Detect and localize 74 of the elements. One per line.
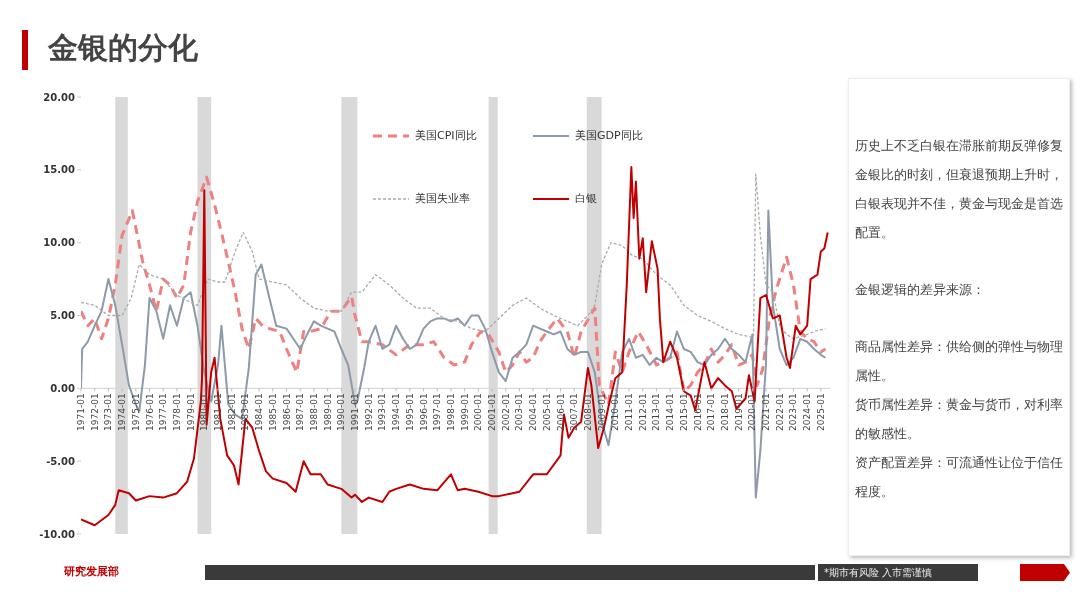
x-tick-label: 2022-01 — [774, 393, 785, 431]
x-tick-label: 1988-01 — [308, 393, 319, 431]
x-tick-label: 1999-01 — [459, 393, 470, 431]
x-tick-label: 2004-01 — [528, 393, 539, 431]
legend-label: 美国失业率 — [415, 191, 470, 206]
x-tick-label: 2006-01 — [555, 393, 566, 431]
text: 商品属性差异：供给侧的弹性与物理属性。 — [855, 338, 1063, 385]
x-tick-label: 1987-01 — [295, 393, 306, 431]
x-tick-label: 2023-01 — [788, 393, 799, 431]
x-tick-label: 2017-01 — [706, 393, 717, 431]
x-tick-label: 2009-01 — [596, 393, 607, 431]
x-tick-label: 1995-01 — [404, 393, 415, 431]
x-tick-label: 1972-01 — [89, 393, 100, 431]
y-tick-label: 0.00 — [50, 382, 76, 394]
x-tick-label: 2012-01 — [637, 393, 648, 431]
chart-title: 金银的分化 — [48, 29, 198, 67]
x-tick-label: 1998-01 — [445, 393, 456, 431]
text: 历史上不乏白银在滞胀前期反弹修复金银比的时刻，但衰退预期上升时，白银表现并不佳，黄金与现金是首选配置。 — [855, 137, 1063, 242]
x-tick-label: 2003-01 — [514, 393, 525, 431]
x-tick-label: 2024-01 — [802, 393, 813, 431]
x-tick-label: 2005-01 — [541, 393, 552, 431]
x-tick-label: 1990-01 — [336, 393, 347, 431]
y-tick-label: -10.00 — [39, 528, 76, 540]
x-tick-label: 2015-01 — [678, 393, 689, 431]
x-tick-label: 1997-01 — [432, 393, 443, 431]
x-tick-label: 2025-01 — [815, 393, 826, 431]
x-tick-label: 1979-01 — [185, 393, 196, 431]
x-tick-label: 2018-01 — [719, 393, 730, 431]
text: 资产配置差异：可流通性让位于信任程度。 — [855, 454, 1063, 501]
x-tick-label: 2008-01 — [582, 393, 593, 431]
x-tick-label: 2000-01 — [473, 393, 484, 431]
x-tick-label: 1981-01 — [213, 393, 224, 431]
x-tick-label: 1994-01 — [391, 393, 402, 431]
x-tick-label: 2010-01 — [610, 393, 621, 431]
text: 研究发展部 — [64, 564, 119, 579]
x-tick-label: 1992-01 — [363, 393, 374, 431]
legend-label: 白银 — [575, 191, 597, 206]
x-tick-label: 2001-01 — [487, 393, 498, 431]
x-tick-label: 1980-01 — [199, 393, 210, 431]
x-tick-label: 1986-01 — [281, 393, 292, 431]
x-tick-label: 1984-01 — [254, 393, 265, 431]
x-tick-label: 2007-01 — [569, 393, 580, 431]
legend-label: 美国CPI同比 — [415, 128, 477, 143]
y-tick-label: 5.00 — [50, 310, 76, 322]
text: *期市有风险 入市需谨慎 — [818, 564, 978, 581]
x-tick-label: 1975-01 — [130, 393, 141, 431]
text: 金银逻辑的差异来源： — [855, 281, 986, 299]
x-tick-label: 2011-01 — [624, 393, 635, 431]
x-tick-label: 1989-01 — [322, 393, 333, 431]
x-tick-label: 1978-01 — [171, 393, 182, 431]
x-tick-label: 1991-01 — [350, 393, 361, 431]
x-tick-label: 1977-01 — [158, 393, 169, 431]
text: 货币属性差异：黄金与货币，对利率的敏感性。 — [855, 396, 1063, 443]
x-tick-label: 2020-01 — [747, 393, 758, 431]
legend-label: 美国GDP同比 — [575, 128, 643, 143]
x-tick-label: 2019-01 — [733, 393, 744, 431]
x-tick-label: 2014-01 — [665, 393, 676, 431]
y-tick-label: 10.00 — [43, 237, 76, 249]
y-tick-label: 15.00 — [43, 164, 76, 176]
x-tick-label: 1983-01 — [240, 393, 251, 431]
x-tick-label: 1982-01 — [226, 393, 237, 431]
x-tick-label: 1985-01 — [267, 393, 278, 431]
y-tick-label: -5.00 — [46, 455, 76, 467]
x-tick-label: 1974-01 — [117, 393, 128, 431]
x-tick-label: 2016-01 — [692, 393, 703, 431]
x-tick-label: 2021-01 — [761, 393, 772, 431]
x-tick-label: 1993-01 — [377, 393, 388, 431]
x-tick-label: 1973-01 — [103, 393, 114, 431]
x-tick-label: 1996-01 — [418, 393, 429, 431]
x-tick-label: 2013-01 — [651, 393, 662, 431]
y-tick-label: 20.00 — [43, 91, 76, 103]
x-tick-label: 1971-01 — [76, 393, 86, 431]
x-tick-label: 2002-01 — [500, 393, 511, 431]
x-tick-label: 1976-01 — [144, 393, 155, 431]
